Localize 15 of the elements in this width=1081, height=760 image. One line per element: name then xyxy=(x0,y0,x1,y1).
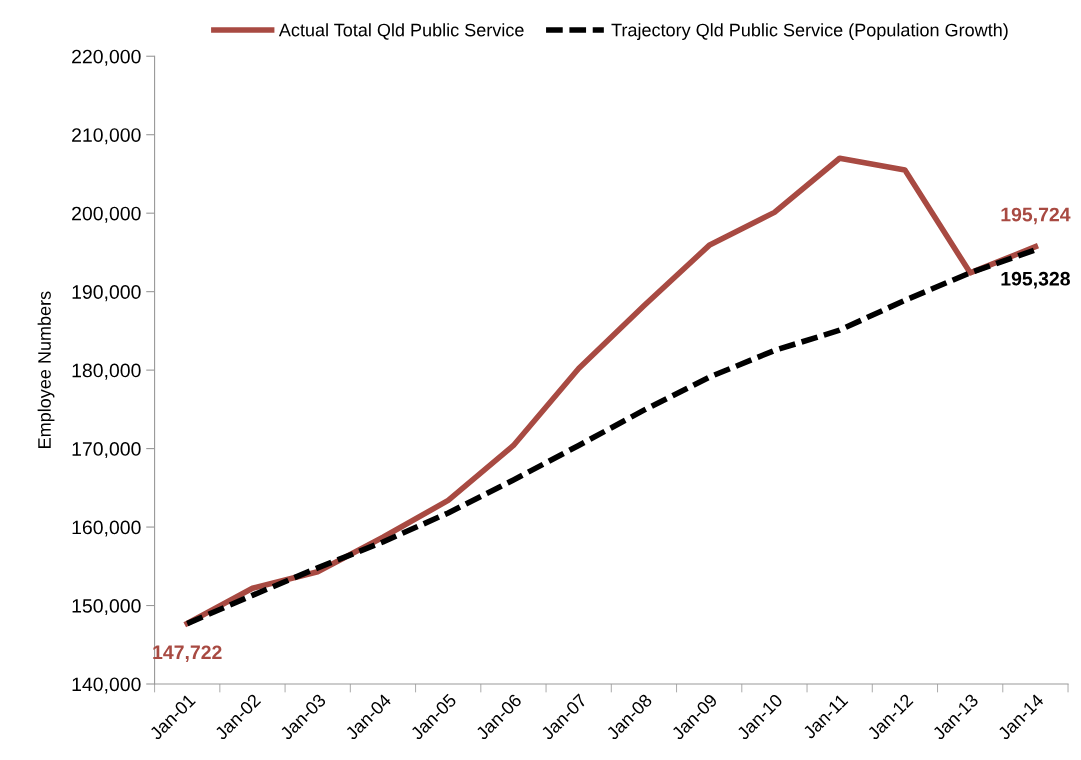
y-tick-label: 210,000 xyxy=(72,128,141,145)
y-axis-title: Employee Numbers xyxy=(37,291,55,448)
y-tick-label: 220,000 xyxy=(72,49,141,66)
data-label: 195,328 xyxy=(1001,271,1070,289)
legend-label: Trajectory Qld Public Service (Population Growth) xyxy=(611,23,1008,40)
y-tick-label: 150,000 xyxy=(72,599,141,616)
y-tick-label: 140,000 xyxy=(72,677,141,694)
data-label: 195,724 xyxy=(1001,207,1071,225)
y-tick-label: 190,000 xyxy=(72,285,141,302)
y-tick-label: 200,000 xyxy=(72,206,141,223)
y-tick-label: 170,000 xyxy=(72,442,141,459)
y-tick-label: 180,000 xyxy=(72,363,141,380)
data-label: 147,722 xyxy=(153,645,222,662)
legend-label: Actual Total Qld Public Service xyxy=(278,23,524,40)
y-tick-label: 160,000 xyxy=(72,520,141,537)
